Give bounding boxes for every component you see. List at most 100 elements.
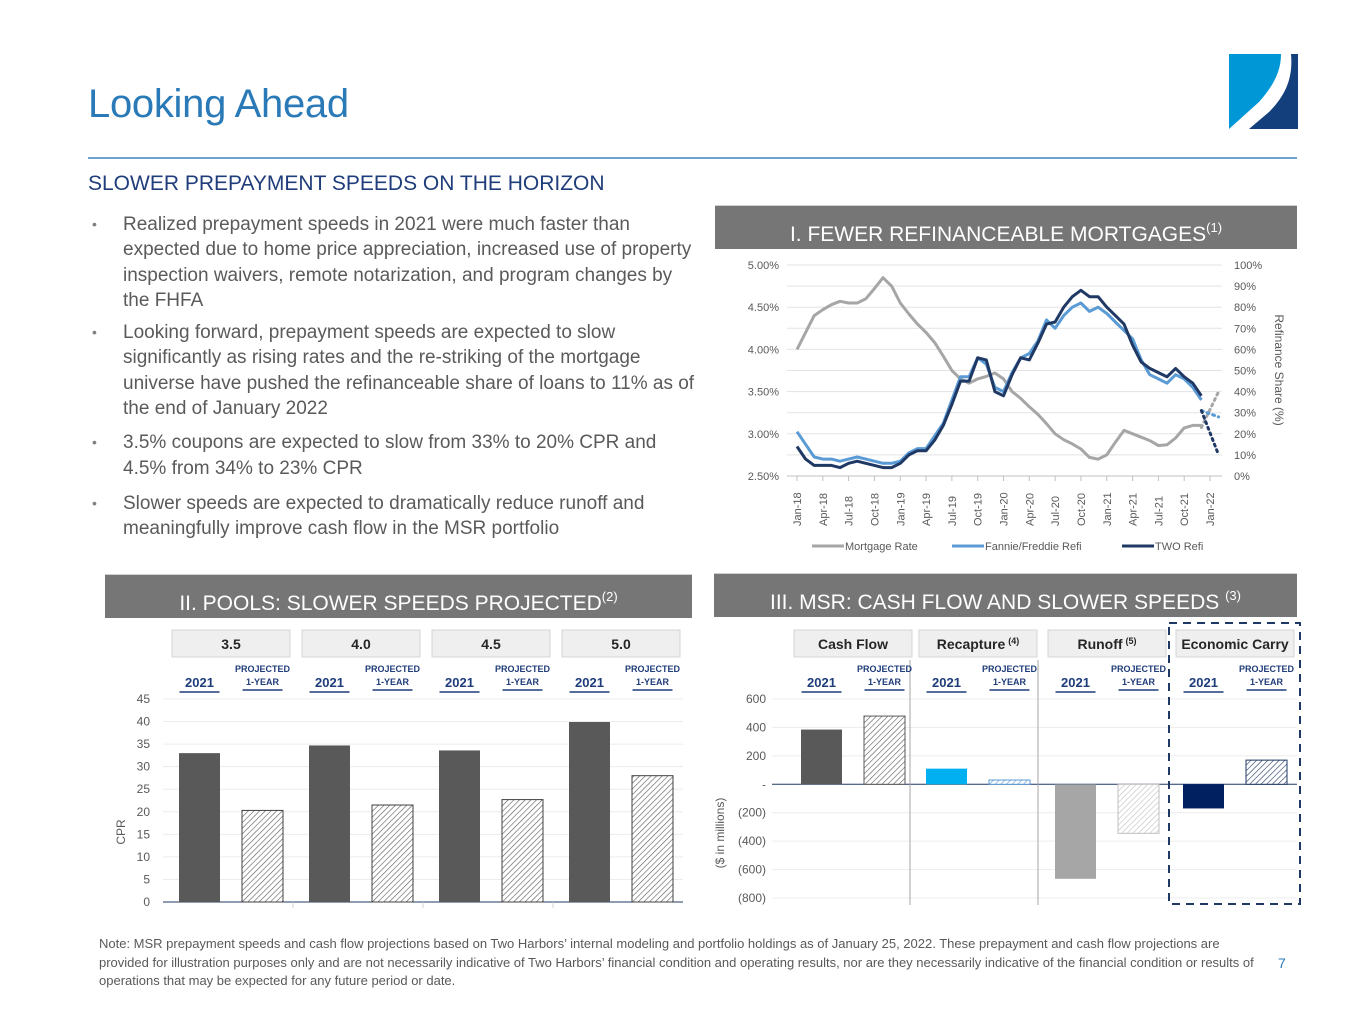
bullet-text: Realized prepayment speeds in 2021 were … bbox=[123, 214, 692, 311]
y-axis-label: CPR bbox=[114, 819, 128, 845]
column-label-2021: 2021 bbox=[315, 675, 344, 690]
legend-label: TWO Refi bbox=[1155, 541, 1203, 553]
panel-header-refinanceable: I. FEWER REFINANCEABLE MORTGAGES(1) bbox=[715, 205, 1297, 249]
x-tick-label: Jul-21 bbox=[1153, 496, 1165, 526]
two-harbors-logo-icon bbox=[1229, 54, 1298, 129]
y-tick-label: (600) bbox=[738, 863, 766, 877]
bullet-dot-icon: • bbox=[92, 216, 97, 232]
category-label: 4.5 bbox=[481, 636, 501, 652]
bar-2021 bbox=[926, 768, 967, 785]
column-label-projected: PROJECTED bbox=[857, 664, 913, 674]
x-tick-label: Jul-18 bbox=[844, 496, 856, 526]
bullet-dot-icon: • bbox=[92, 494, 97, 511]
column-label-projected: PROJECTED bbox=[1239, 664, 1295, 674]
bar-2021 bbox=[569, 722, 610, 902]
right-tick-label: 0% bbox=[1234, 471, 1250, 483]
column-label-2021: 2021 bbox=[932, 675, 961, 690]
legend: Mortgage Rate Fannie/Freddie Refi TWO Refi bbox=[812, 541, 1203, 553]
bar-2021 bbox=[1055, 784, 1096, 879]
bar-projected bbox=[988, 779, 1031, 785]
y-tick-label: 40 bbox=[137, 715, 151, 729]
bar-projected bbox=[863, 715, 906, 785]
y-tick-label: 45 bbox=[137, 692, 151, 706]
category-headers: 3.5 2021 PROJECTED 1-YEAR 4.0 2021 PROJECTED 1-… bbox=[171, 629, 681, 693]
left-tick-label: 2.50% bbox=[748, 471, 779, 483]
y-tick-label: (800) bbox=[738, 891, 766, 905]
column-label-projected: PROJECTED bbox=[365, 664, 421, 674]
projection-line bbox=[1199, 409, 1221, 419]
category-label: 3.5 bbox=[221, 636, 241, 652]
legend-label: Mortgage Rate bbox=[845, 541, 918, 553]
x-tick-label: Jan-22 bbox=[1205, 492, 1217, 526]
y-tick-label: 10 bbox=[137, 850, 151, 864]
left-tick-label: 3.00% bbox=[748, 429, 779, 441]
footnote-ref: (3) bbox=[1225, 588, 1241, 603]
bars bbox=[179, 722, 674, 903]
section-heading: SLOWER PREPAYMENT SPEEDS ON THE HORIZON bbox=[88, 172, 605, 195]
column-label-1-year: 1-YEAR bbox=[376, 677, 410, 687]
bullet-item: • Slower speeds are expected to dramatica… bbox=[88, 491, 698, 542]
column-label-2021: 2021 bbox=[445, 675, 474, 690]
category-label: Economic Carry bbox=[1181, 636, 1289, 652]
y-tick-label: 35 bbox=[137, 737, 151, 751]
y-tick-label: 5 bbox=[143, 872, 150, 886]
y-tick-label: 25 bbox=[137, 782, 151, 796]
right-axis-ticks: 0% 10% 20% 30% 40% 50% 60% 70% 80% 90% 100% bbox=[1234, 260, 1262, 483]
title-divider bbox=[88, 157, 1297, 159]
bar-projected bbox=[1245, 759, 1288, 785]
bar-2021 bbox=[309, 745, 350, 902]
panel-title: I. FEWER REFINANCEABLE MORTGAGES bbox=[789, 223, 1207, 246]
x-tick-label: Jan-19 bbox=[895, 492, 907, 526]
y-tick-label: 200 bbox=[746, 749, 766, 763]
bar-projected bbox=[1117, 783, 1160, 834]
column-label-1-year: 1-YEAR bbox=[636, 677, 670, 687]
x-tick-label: Apr-20 bbox=[1024, 493, 1036, 526]
page-title: Looking Ahead bbox=[88, 82, 349, 126]
column-label-1-year: 1-YEAR bbox=[1122, 677, 1156, 687]
category-box bbox=[431, 629, 551, 658]
column-label-projected: PROJECTED bbox=[1111, 664, 1167, 674]
x-tick-label: Jul-20 bbox=[1050, 496, 1062, 526]
category-headers: Cash Flow 2021 PROJECTED 1-YEAR Recapture (4)… bbox=[793, 629, 1295, 693]
page-number: 7 bbox=[1278, 955, 1286, 971]
y-tick-label: (200) bbox=[738, 806, 766, 820]
bar-2021 bbox=[1183, 784, 1224, 809]
x-tick-label: Apr-18 bbox=[818, 493, 830, 526]
panel-header-msr: III. MSR: CASH FLOW AND SLOWER SPEEDS (3… bbox=[714, 573, 1297, 617]
right-tick-label: 60% bbox=[1234, 344, 1256, 356]
column-label-projected: PROJECTED bbox=[495, 664, 551, 674]
column-label-2021: 2021 bbox=[807, 675, 836, 690]
x-tick-label: Oct-19 bbox=[973, 493, 985, 526]
pools-bar-chart: 0 5 10 15 20 25 30 35 40 45 3.5 2021 PROJECTED 1-YEA… bbox=[114, 629, 683, 909]
left-tick-label: 3.50% bbox=[748, 387, 779, 399]
refinance-line-chart: 2.50% 3.00% 3.50% 4.00% 4.50% 5.00% 0% 10% 20% 3… bbox=[748, 260, 1286, 553]
y-tick-label: 600 bbox=[746, 692, 766, 706]
category-box bbox=[561, 629, 681, 658]
bullet-dot-icon: • bbox=[92, 434, 97, 451]
category-label: 5.0 bbox=[611, 636, 631, 652]
panel-header-pools: II. POOLS: SLOWER SPEEDS PROJECTED(2) bbox=[105, 574, 692, 618]
y-tick-label: - bbox=[762, 777, 766, 791]
right-axis-label: Refinance Share (%) bbox=[1272, 314, 1286, 425]
series-line-two-refi bbox=[795, 288, 1203, 470]
left-tick-label: 4.50% bbox=[748, 302, 779, 314]
x-tick-label: Oct-20 bbox=[1076, 493, 1088, 526]
category-box bbox=[1175, 629, 1295, 658]
bar-projected bbox=[631, 775, 674, 903]
bar-projected bbox=[371, 804, 414, 903]
projection-line bbox=[1199, 390, 1221, 429]
column-label-2021: 2021 bbox=[1189, 675, 1218, 690]
category-box bbox=[918, 629, 1038, 658]
right-tick-label: 10% bbox=[1234, 450, 1256, 462]
bullet-item: • Realized prepayment speeds in 2021 were… bbox=[88, 212, 698, 313]
footnote-ref: (1) bbox=[1206, 220, 1223, 235]
left-tick-label: 5.00% bbox=[748, 260, 779, 272]
series-line-mortgage-rate bbox=[795, 276, 1202, 461]
x-axis-ticks: Jan-18 Apr-18 Jul-18 Oct-18 Jan-19 Apr-19 Jul-… bbox=[792, 476, 1217, 526]
bullet-text: Slower speeds are expected to dramatical… bbox=[123, 492, 645, 540]
column-label-1-year: 1-YEAR bbox=[506, 677, 540, 687]
x-tick-label: Oct-18 bbox=[869, 493, 881, 526]
right-tick-label: 40% bbox=[1234, 387, 1256, 399]
right-tick-label: 100% bbox=[1234, 260, 1262, 272]
bar-2021 bbox=[179, 753, 220, 902]
